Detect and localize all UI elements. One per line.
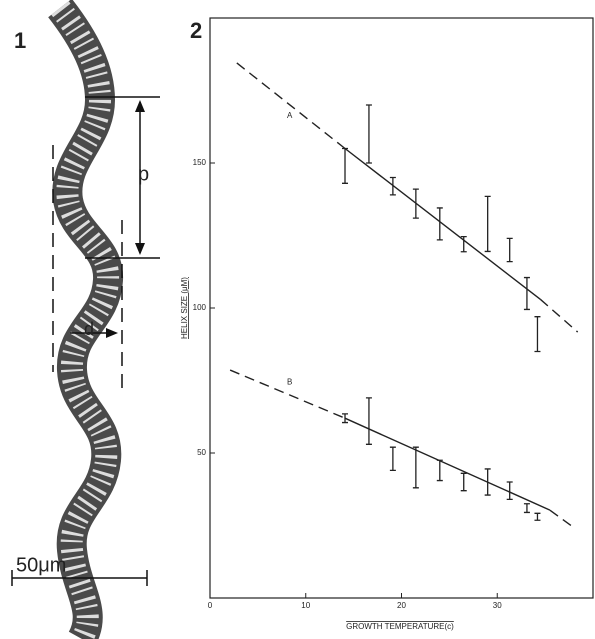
error-bar xyxy=(534,317,540,352)
plot-frame xyxy=(210,18,593,598)
x-tick-label: 10 xyxy=(301,601,310,610)
error-bar xyxy=(366,398,372,444)
x-tick-label: 0 xyxy=(208,601,213,610)
error-bar xyxy=(366,105,372,163)
error-bar xyxy=(507,238,513,261)
error-bar xyxy=(342,149,348,184)
y-tick-label: 150 xyxy=(193,158,207,167)
error-bar xyxy=(413,189,419,218)
y-axis-label: HELIX SIZE (μM) xyxy=(180,277,189,339)
panel-label: 1 xyxy=(14,28,26,53)
error-bar xyxy=(342,414,348,423)
error-bar xyxy=(437,460,443,480)
scale-label: 50μm xyxy=(16,554,66,576)
error-bar xyxy=(485,196,491,251)
figure: 1 2 p d 50μm HELIX SIZE (μM) GROWTH TEMP… xyxy=(0,0,595,639)
y-tick-label: 50 xyxy=(197,448,206,457)
panel-label: 2 xyxy=(190,18,202,43)
error-bar xyxy=(524,504,530,513)
arrow-heads xyxy=(106,328,118,338)
error-bar xyxy=(390,447,396,470)
error-bar xyxy=(461,473,467,490)
fit-line xyxy=(345,149,540,300)
fit-line xyxy=(237,63,345,149)
fit-line xyxy=(540,299,577,332)
series-label: B xyxy=(287,377,292,386)
error-bar xyxy=(413,447,419,488)
series-label: A xyxy=(287,111,293,120)
micrograph: p d 50μm xyxy=(12,8,160,639)
chart: HELIX SIZE (μM) GROWTH TEMPERATURE(c) 50… xyxy=(180,18,593,631)
fit-line xyxy=(550,510,573,527)
x-axis-label: GROWTH TEMPERATURE(c) xyxy=(346,622,454,631)
x-tick-label: 30 xyxy=(493,601,502,610)
pitch-label: p xyxy=(138,163,149,185)
fit-line xyxy=(345,418,550,510)
error-bar xyxy=(534,513,540,520)
error-bar xyxy=(524,278,530,310)
x-tick-label: 20 xyxy=(397,601,406,610)
y-tick-label: 100 xyxy=(193,303,207,312)
diameter-label: d xyxy=(84,319,94,339)
